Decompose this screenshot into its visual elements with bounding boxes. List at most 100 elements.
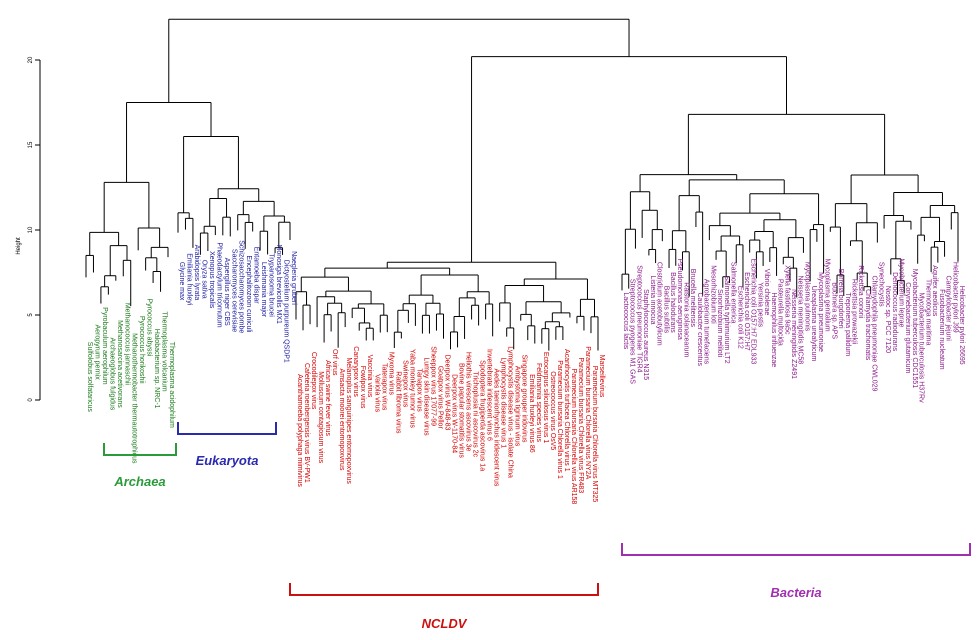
tick-label: 20 bbox=[28, 56, 34, 63]
leaf-label: Entamoeba dispar bbox=[253, 247, 260, 304]
leaf-label: Campylobacter jejuni bbox=[945, 276, 952, 342]
group-label-ncldv: NCLDV bbox=[422, 616, 468, 631]
leaf-label: Ureaplasma urealyticum bbox=[810, 286, 817, 362]
leaf-label: Mycoplasma genitalium bbox=[824, 259, 831, 332]
leaf-label: Monosiga brevicollis MX1 bbox=[275, 245, 282, 324]
group-bracket-ncldv bbox=[289, 583, 599, 596]
leaf-label: Sinorhizobium meliloti bbox=[716, 289, 723, 358]
leaf-label: Agrobacterium tumefaciens bbox=[703, 279, 710, 365]
leaf-label: Chlamydophila pneumoniae CWL029 bbox=[871, 276, 878, 392]
leaf-label: Salmonella enterica bbox=[730, 262, 737, 324]
leaf-label: Bacillus halodurans bbox=[669, 272, 676, 333]
leaf-label: Lactococcus lactis bbox=[622, 293, 629, 350]
leaf-label: Synechocystis bbox=[877, 262, 884, 307]
leaf-label: Pseudomonas aeruginosa bbox=[676, 259, 683, 340]
leaf-label: African swine fever virus bbox=[324, 360, 331, 436]
leaf-label: Leishmania major bbox=[260, 262, 267, 318]
leaf-label: Archaeoglobus fulgidus bbox=[108, 337, 115, 410]
leaf-label: Rickettsia conorii bbox=[857, 265, 864, 318]
leaf-label: Escherichia coli O157:H7 bbox=[743, 272, 750, 351]
leaf-label: Streptococcus pyogenes M1 GAS bbox=[629, 279, 636, 384]
leaf-label: Fusobacterium nucleatum bbox=[938, 289, 945, 370]
leaf-label: Methanothermobacter thermautotrophicus bbox=[131, 333, 138, 464]
leaf-label: Rickettsia prowazekii bbox=[850, 279, 857, 345]
leaf-label: Acanthamoeba polyphaga mimivirus bbox=[296, 374, 303, 487]
leaf-label: Escherichia coli K12 bbox=[736, 286, 743, 349]
group-bracket-archaea bbox=[103, 443, 177, 456]
leaf-label: Helicobacter pylori 26695 bbox=[958, 286, 965, 365]
leaf-label: Mycobacterium tuberculosis CDC1551 bbox=[911, 269, 918, 389]
group-label-archaea: Archaea bbox=[113, 474, 165, 489]
leaf-label: Yersinia pestis bbox=[756, 282, 763, 327]
leaf-label: Feldmannia species virus bbox=[535, 363, 542, 442]
tick-label: 5 bbox=[28, 313, 34, 317]
leaf-label: Oryza sativa bbox=[200, 260, 207, 299]
leaf-label: Buchnera sp. APS bbox=[830, 282, 837, 339]
leaf-label: Tanapox virus bbox=[415, 369, 422, 413]
tick-label: 10 bbox=[28, 226, 34, 233]
leaf-label: Listeria innocua bbox=[649, 276, 656, 325]
leaf-label: Halobacterium sp. NRC-1 bbox=[153, 329, 160, 409]
leaf-label: Arabidopsis lyrata bbox=[193, 245, 200, 301]
leaf-label: Neisseria meningitidis Z2491 bbox=[790, 289, 797, 379]
leaf-label: Mycobacterium tuberculosis H37Rv bbox=[918, 293, 925, 404]
group-label-eukaryota: Eukaryota bbox=[196, 453, 259, 468]
leaf-label: Cafeteria roenbergensis virus BV-PW1 bbox=[303, 363, 310, 483]
leaf-label: Thermoplasma volcanium bbox=[161, 312, 168, 392]
leaf-label: Vaccinia virus bbox=[366, 355, 373, 398]
leaf-label: Ectocarpus siliculosus virus 1 bbox=[542, 352, 549, 444]
leaf-label: Trichoplusia ni ascovirus 2c bbox=[472, 371, 479, 457]
leaf-label: Amsacta moorei entomopoxvirus bbox=[338, 369, 345, 471]
leaf-label: Xenopus tropicalis bbox=[208, 251, 215, 309]
leaf-label: Nostoc sp. PCC 7120 bbox=[884, 286, 891, 353]
leaf-label: Ostreococcus virus OsV5 bbox=[549, 371, 556, 450]
leaf-labels: Sulfolobus solfataricus Aeropyrum pernix P… bbox=[86, 240, 965, 504]
leaf-label: Bacillus subtilis bbox=[662, 286, 669, 334]
tick-label: 15 bbox=[28, 141, 34, 148]
leaf-label: Paramecium bursaria Chlorella virus NY2A bbox=[584, 346, 591, 479]
leaf-label: Salmonella typhimurium LT2 bbox=[723, 276, 730, 364]
leaf-label: Marseillevirus bbox=[598, 355, 605, 398]
leaf-label: Vibrio cholerae bbox=[763, 269, 770, 316]
leaf-label: Bovine papular stomatitis virus bbox=[458, 363, 465, 458]
leaf-label: Pyrococcus horikoshii bbox=[138, 316, 145, 384]
leaf-label: Canarypox virus bbox=[352, 346, 359, 397]
leaf-label: Treponema pallidum bbox=[844, 293, 851, 357]
leaf-label: Acanthocystis turfacea Chlorella virus 1 bbox=[563, 349, 570, 472]
leaf-label: Emiliania huxleyi bbox=[185, 253, 192, 306]
leaf-label: Goatpox virus Pellor bbox=[436, 366, 443, 430]
tick-label: 0 bbox=[28, 398, 34, 402]
leaf-label: Deerpox virus W-1170-84 bbox=[451, 374, 458, 453]
leaf-label: Thermotoga maritima bbox=[924, 279, 931, 346]
leaf-label: Pyrobaculum aerophilum bbox=[101, 307, 108, 385]
leaf-label: Taterapox virus bbox=[380, 363, 387, 411]
leaf-label: Myxoma virus bbox=[387, 352, 394, 396]
leaf-label: Glycine max bbox=[178, 262, 185, 301]
leaf-label: Rabbit fibroma virus bbox=[394, 371, 401, 434]
tree-branches bbox=[85, 18, 959, 351]
leaf-label: Caulobacter crescentus bbox=[696, 293, 703, 367]
group-bracket-bacteria bbox=[621, 543, 971, 556]
leaf-label: Saccharomyces cerevisiae bbox=[230, 249, 237, 332]
leaf-label: Crocodilepox virus bbox=[310, 352, 317, 410]
leaf-label: Aedes taeniorhynchus iridescent virus bbox=[493, 369, 500, 487]
leaf-label: Staphylococcus aureus N315 bbox=[642, 289, 649, 380]
leaf-label: Lymphocystis disease virus - isolate Chi… bbox=[507, 346, 514, 478]
leaf-label: Aeropyrum pernix bbox=[93, 324, 100, 380]
leaf-label: Borrelia burgdorferi bbox=[837, 269, 844, 329]
leaf-label: Orf virus bbox=[331, 349, 338, 376]
leaf-label: Methanosarcina acetivorans bbox=[116, 320, 123, 408]
leaf-label: Deinococcus radiodurans bbox=[891, 272, 898, 351]
leaf-label: Mycoplasma pneumoniae bbox=[817, 272, 824, 352]
leaf-label: Invertebrate iridescent virus 6 bbox=[486, 349, 493, 441]
leaf-label: Xylella fastidiosa 9a5c bbox=[783, 265, 790, 335]
height-axis: 0 5 10 15 20 Height bbox=[16, 56, 41, 402]
leaf-label: Phaeodactylum tricornutum bbox=[215, 242, 222, 327]
leaf-label: Paramecium bursaria Chlorella virus AR15… bbox=[570, 369, 577, 505]
leaf-label: Paramecium bursaria Chlorella virus MT32… bbox=[591, 366, 598, 503]
leaf-label: Dictyostelium purpureum QSDP1 bbox=[283, 260, 290, 363]
leaf-label: Clostridium acetobutylicum bbox=[656, 262, 663, 346]
leaf-label: Paramecium bursaria Chlorella virus 1 bbox=[556, 360, 563, 479]
group-label-bacteria: Bacteria bbox=[770, 585, 821, 600]
leaf-label: Pyrococcus abyssi bbox=[146, 299, 153, 357]
